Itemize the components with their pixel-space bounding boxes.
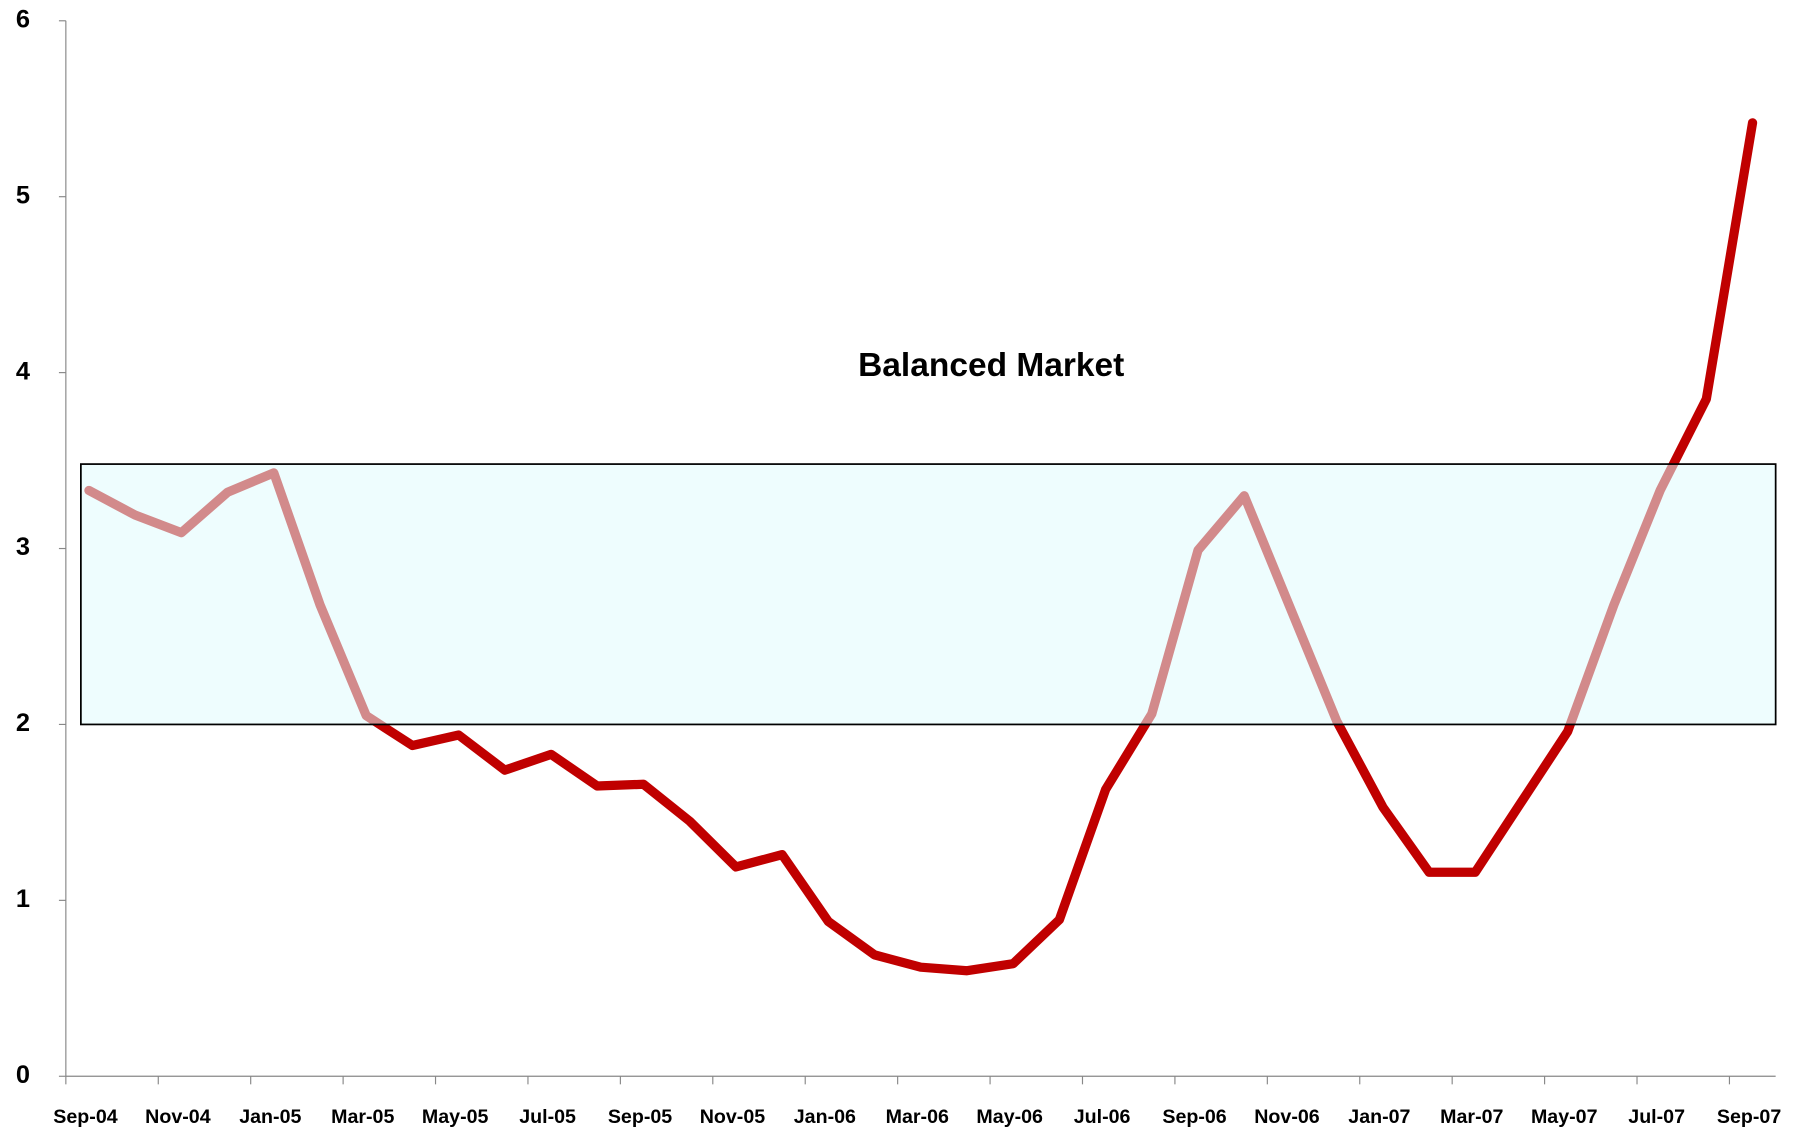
x-tick-label: May-06 <box>976 1106 1043 1128</box>
x-tick-label: Nov-05 <box>700 1106 766 1128</box>
y-tick-label: 3 <box>16 533 30 561</box>
x-tick-label: Mar-07 <box>1440 1106 1503 1128</box>
x-tick-label: Nov-04 <box>145 1106 211 1128</box>
x-tick-label: May-05 <box>422 1106 489 1128</box>
x-tick-label: Sep-05 <box>608 1106 672 1128</box>
x-tick-label: Nov-06 <box>1254 1106 1320 1128</box>
y-tick-label: 4 <box>16 357 30 385</box>
x-tick-label: Jul-07 <box>1628 1106 1685 1128</box>
y-tick-label: 1 <box>16 885 30 913</box>
y-tick-label: 6 <box>16 6 30 34</box>
y-tick-label: 0 <box>16 1061 30 1089</box>
x-tick-label: May-07 <box>1531 1106 1598 1128</box>
x-tick-label: Jan-05 <box>239 1106 301 1128</box>
x-tick-label: Jul-06 <box>1074 1106 1131 1128</box>
y-tick-label: 2 <box>16 709 30 737</box>
x-tick-label: Jan-07 <box>1348 1106 1410 1128</box>
annotation: Balanced Market <box>858 347 1124 384</box>
x-tick-label: Jul-05 <box>519 1106 576 1128</box>
x-tick-label: Mar-05 <box>331 1106 394 1128</box>
x-tick-label: Jan-06 <box>794 1106 856 1128</box>
balanced-band <box>80 463 1777 726</box>
x-tick-label: Sep-07 <box>1717 1106 1781 1128</box>
x-tick-label: Mar-06 <box>886 1106 949 1128</box>
y-tick-label: 5 <box>16 181 30 209</box>
x-tick-label: Sep-04 <box>53 1106 117 1128</box>
x-tick-label: Sep-06 <box>1162 1106 1226 1128</box>
